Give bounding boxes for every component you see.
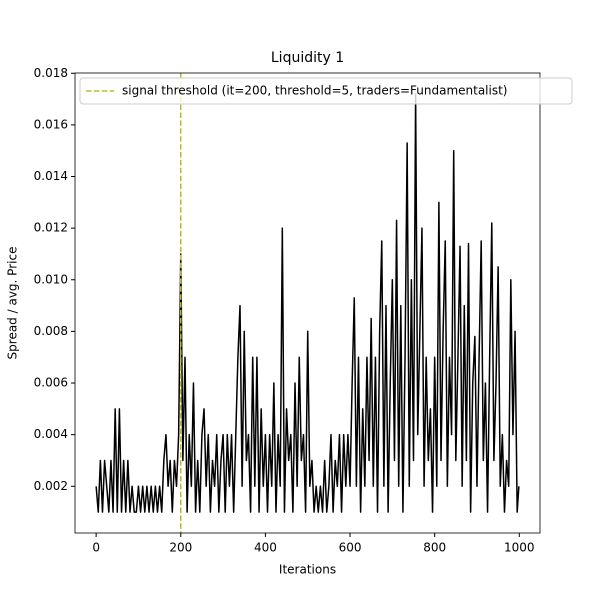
y-tick-label: 0.002 [34,479,68,493]
x-tick-label: 0 [92,541,100,555]
x-tick-label: 1000 [504,541,535,555]
data-line [95,93,520,513]
x-tick-label: 600 [339,541,362,555]
x-tick-label: 800 [423,541,446,555]
y-tick-label: 0.012 [34,221,68,235]
y-axis-label: Spread / avg. Price [6,247,20,360]
x-tick-label: 200 [169,541,192,555]
y-tick-label: 0.008 [34,324,68,338]
y-tick-label: 0.006 [34,376,68,390]
y-tick-label: 0.004 [34,427,68,441]
legend-box [79,77,573,105]
chart-title: Liquidity 1 [271,50,344,66]
y-tick-label: 0.018 [34,66,68,80]
x-axis-label: Iterations [279,563,336,577]
y-tick-label: 0.014 [34,169,68,183]
axes-frame [74,72,541,534]
y-tick-label: 0.016 [34,117,68,131]
legend-label: signal threshold (it=200, threshold=5, t… [122,84,507,98]
y-tick-label: 0.010 [34,272,68,286]
x-tick-label: 400 [254,541,277,555]
